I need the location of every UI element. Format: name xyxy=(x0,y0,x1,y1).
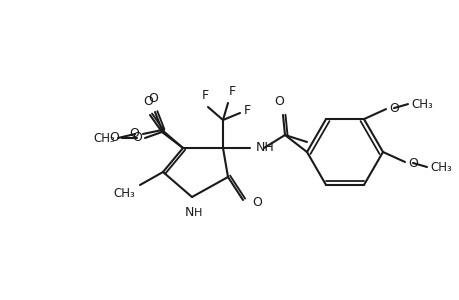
Text: O: O xyxy=(274,95,283,108)
Text: O: O xyxy=(388,102,398,115)
Text: F: F xyxy=(243,103,251,116)
Text: NH: NH xyxy=(256,140,274,154)
Text: CH₃: CH₃ xyxy=(429,160,451,173)
Text: O: O xyxy=(252,196,261,208)
Text: CH₃: CH₃ xyxy=(410,98,432,111)
Text: O: O xyxy=(143,95,152,108)
Text: O: O xyxy=(148,92,157,105)
Text: CH₃: CH₃ xyxy=(93,131,115,145)
Text: O: O xyxy=(407,157,417,169)
Text: F: F xyxy=(229,85,235,98)
Text: H: H xyxy=(193,208,202,218)
Text: N: N xyxy=(184,206,193,219)
Text: CH₃: CH₃ xyxy=(113,187,134,200)
Text: F: F xyxy=(201,89,208,102)
Text: O: O xyxy=(132,130,142,143)
Text: O: O xyxy=(129,127,139,140)
Text: O: O xyxy=(109,130,119,143)
